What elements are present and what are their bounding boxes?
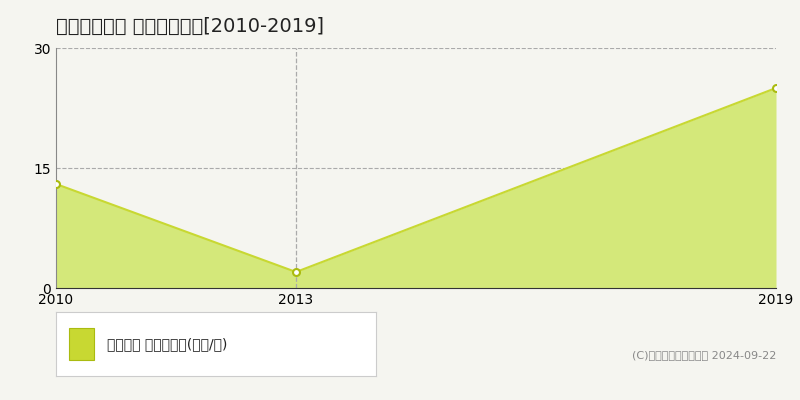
Text: 三郷市小谷堀 土地価格推移[2010-2019]: 三郷市小谷堀 土地価格推移[2010-2019] bbox=[56, 17, 324, 36]
Text: 土地価格 平均坪単価(万円/坪): 土地価格 平均坪単価(万円/坪) bbox=[107, 337, 227, 351]
Text: (C)土地価格ドットコム 2024-09-22: (C)土地価格ドットコム 2024-09-22 bbox=[632, 350, 776, 360]
FancyBboxPatch shape bbox=[69, 328, 94, 360]
